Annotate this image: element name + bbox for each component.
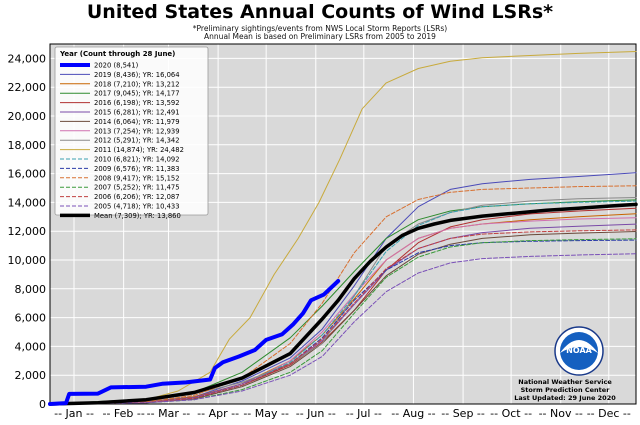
- series-line: [49, 51, 637, 405]
- legend-title: Year (Count through 28 June): [59, 50, 175, 58]
- x-tick-label: -- Jan --: [54, 407, 94, 420]
- x-tick-label: -- Feb --: [102, 407, 144, 420]
- legend-entry: 2008 (9,417); YR: 15,152: [94, 174, 180, 182]
- series-line: [49, 253, 637, 405]
- x-tick-label: -- Aug --: [391, 407, 435, 420]
- y-tick-label: 16,000: [8, 168, 47, 181]
- chart-subtitle-2: Annual Mean is based on Preliminary LSRs…: [204, 32, 436, 41]
- legend: Year (Count through 28 June) 2020 (8,541)…: [54, 46, 209, 220]
- y-tick-label: 0: [39, 398, 46, 411]
- credit-block: National Weather Service Storm Predictio…: [500, 378, 630, 402]
- series-line: [49, 185, 637, 405]
- legend-box: [54, 46, 209, 216]
- legend-entry: 2014 (6,064); YR: 11,979: [94, 118, 180, 126]
- x-tick-label: -- Mar --: [147, 407, 191, 420]
- series-line: [48, 279, 341, 406]
- series-line: [48, 202, 638, 406]
- series-line: [49, 223, 637, 405]
- y-tick-label: 24,000: [8, 52, 47, 65]
- chart-subtitle-1: *Preliminary sightings/events from NWS L…: [192, 24, 448, 33]
- y-tick-label: 22,000: [8, 81, 47, 94]
- legend-entry: 2009 (6,576); YR: 11,383: [94, 165, 180, 173]
- series-line: [49, 231, 637, 405]
- x-tick-label: -- Sep --: [441, 407, 485, 420]
- noaa-logo: NOAA: [554, 326, 604, 376]
- series-line: [49, 229, 637, 405]
- y-tick-label: 20,000: [8, 110, 47, 123]
- logo-bird: [560, 340, 598, 353]
- legend-entry: 2007 (5,252); YR: 11,475: [94, 184, 180, 192]
- x-tick-label: -- May --: [243, 407, 289, 420]
- y-tick-label: 2,000: [15, 369, 47, 382]
- legend-entry: 2019 (8,436); YR: 16,064: [94, 71, 180, 79]
- legend-entry: 2006 (6,206); YR: 12,087: [94, 193, 180, 201]
- series-line: [49, 197, 637, 405]
- x-tick-label: -- Nov --: [539, 407, 583, 420]
- legend-entry: 2013 (7,254); YR: 12,939: [94, 127, 180, 135]
- logo-text: NOAA: [566, 346, 592, 355]
- y-tick-label: 10,000: [8, 254, 47, 267]
- x-tick-label: -- Oct --: [490, 407, 532, 420]
- y-tick-label: 18,000: [8, 139, 47, 152]
- legend-entry: 2012 (5,291); YR: 14,342: [94, 137, 180, 145]
- y-tick-label: 6,000: [15, 312, 47, 325]
- legend-entry: 2018 (7,210); YR: 13,212: [94, 80, 180, 88]
- x-tick-label: -- Apr --: [197, 407, 239, 420]
- legend-entry: 2015 (6,281); YR: 12,491: [94, 109, 180, 117]
- legend-entry: Mean (7,309); YR: 13,860: [94, 212, 181, 220]
- legend-entry: 2005 (4,718); YR: 10,433: [94, 203, 180, 211]
- credit-line-2: Storm Prediction Center: [520, 386, 610, 394]
- logo-globe: [560, 332, 598, 370]
- credit-line-3: Last Updated: 29 June 2020: [514, 394, 616, 402]
- y-tick-label: 4,000: [15, 340, 47, 353]
- legend-entry: 2010 (6,821); YR: 14,092: [94, 156, 180, 164]
- series-line: [49, 213, 637, 405]
- legend-entry: 2016 (6,198); YR: 13,592: [94, 99, 180, 107]
- credit-line-1: National Weather Service: [518, 378, 612, 386]
- y-tick-label: 12,000: [8, 225, 47, 238]
- x-tick-label: -- Dec --: [587, 407, 631, 420]
- legend-entry: 2011 (14,874); YR: 24,482: [94, 146, 184, 154]
- y-tick-label: 8,000: [15, 283, 47, 296]
- x-tick-label: -- Jul --: [346, 407, 382, 420]
- y-tick-label: 14,000: [8, 196, 47, 209]
- chart-title: United States Annual Counts of Wind LSRs…: [86, 1, 554, 23]
- legend-entry: 2017 (9,045); YR: 14,177: [94, 90, 180, 98]
- legend-entry: 2020 (8,541): [94, 62, 139, 70]
- x-tick-label: -- Jun --: [296, 407, 336, 420]
